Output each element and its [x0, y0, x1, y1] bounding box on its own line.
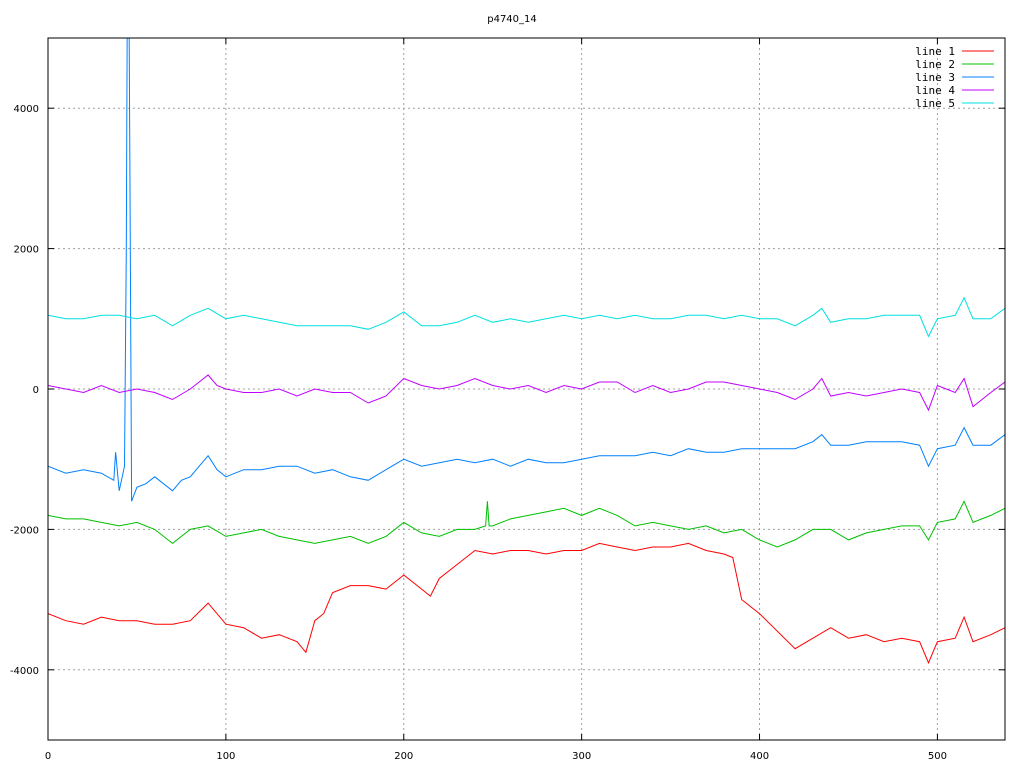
x-tick-label: 300	[572, 751, 591, 762]
chart-title: p4740_14	[487, 14, 537, 25]
x-tick-label: 0	[45, 751, 51, 762]
y-tick-label: -4000	[10, 666, 39, 677]
x-axis: 0 100 200 300 400 500	[45, 38, 947, 762]
series-line-1	[48, 542, 1005, 665]
x-tick-label: 500	[928, 751, 947, 762]
series-line-5	[48, 296, 1005, 338]
legend-label: line 3	[915, 71, 955, 84]
x-tick-label: 100	[216, 751, 235, 762]
plot-border	[47, 37, 1006, 741]
series-line-4	[48, 374, 1005, 412]
y-tick-label: 2000	[14, 245, 39, 256]
y-tick-label: -2000	[10, 525, 39, 536]
x-tick-label: 400	[750, 751, 769, 762]
series-line-3	[48, 38, 1005, 502]
x-tick-label: 200	[394, 751, 413, 762]
legend-label: line 1	[915, 45, 955, 58]
y-tick-label: 4000	[14, 104, 39, 115]
legend-label: line 2	[915, 58, 955, 71]
series-lines	[48, 38, 1005, 665]
y-tick-label: 0	[33, 385, 39, 396]
series-line-2	[48, 500, 1005, 548]
grid	[48, 38, 1005, 740]
legend-label: line 4	[915, 84, 955, 97]
y-axis: -4000 -2000 0 2000 4000	[10, 104, 1005, 677]
legend-label: line 5	[915, 97, 955, 110]
